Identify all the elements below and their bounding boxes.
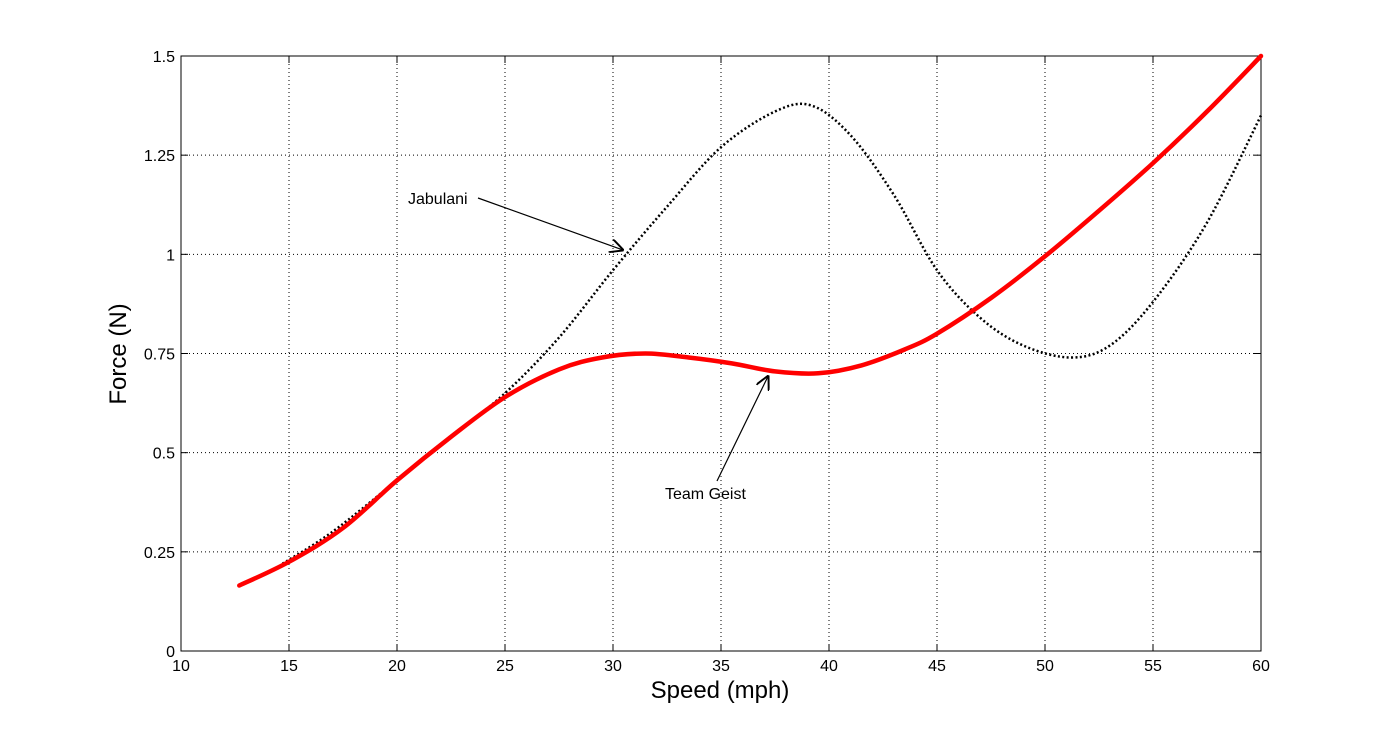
annotations: Jabulani Team Geist	[408, 191, 769, 503]
x-tick-label: 60	[1252, 658, 1270, 675]
x-tick-label: 55	[1144, 658, 1162, 675]
y-tick-label: 0.5	[153, 446, 175, 463]
annotation-arrow	[716, 375, 769, 482]
y-tick-label: 1.5	[153, 49, 175, 66]
annotation-label: Jabulani	[408, 191, 468, 208]
y-tick-label: 0.75	[144, 347, 175, 364]
annotation-label: Team Geist	[665, 486, 746, 503]
y-tick-label: 1	[166, 247, 175, 264]
y-tick-label: 0	[166, 644, 175, 661]
series-team-geist	[237, 53, 1264, 588]
series-jabulani	[281, 102, 1263, 565]
grid-lines	[181, 56, 1261, 651]
series-lines	[237, 53, 1264, 588]
x-tick-label: 45	[928, 658, 946, 675]
x-tick-label: 15	[280, 658, 298, 675]
x-tick-label: 50	[1036, 658, 1054, 675]
x-axis-label: Speed (mph)	[651, 677, 790, 704]
x-tick-label: 35	[712, 658, 730, 675]
x-tick-label: 20	[388, 658, 406, 675]
annotation-arrow	[477, 197, 624, 250]
y-tick-label: 0.25	[144, 545, 175, 562]
axis-ticks: 10 15 20 25 30 35 40 45 50 55 60 0 0.25 0.5 0.75 1 1.25 1…	[144, 49, 1270, 675]
x-tick-label: 25	[496, 658, 514, 675]
x-tick-label: 40	[820, 658, 838, 675]
y-tick-label: 1.25	[144, 148, 175, 165]
y-axis-label: Force (N)	[105, 303, 132, 404]
x-tick-label: 10	[172, 658, 190, 675]
x-tick-label: 30	[604, 658, 622, 675]
